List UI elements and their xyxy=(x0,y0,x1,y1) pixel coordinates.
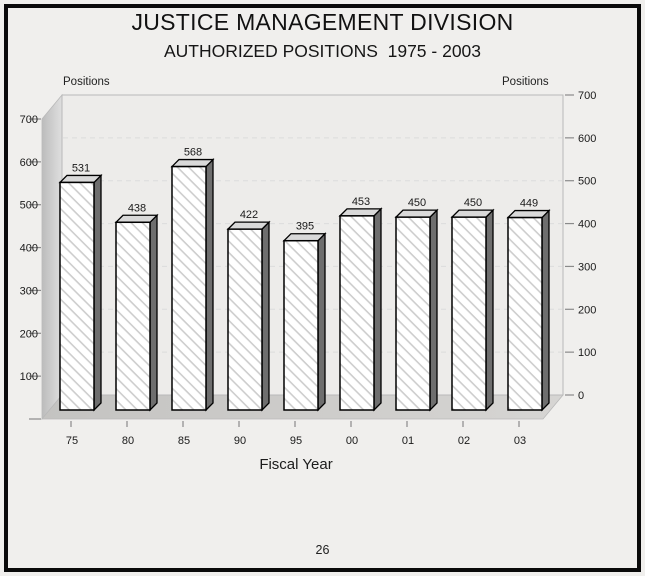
bar-value-label: 449 xyxy=(520,198,538,210)
bar-top-face xyxy=(338,208,383,217)
x-axis-tick-label: 02 xyxy=(458,435,470,447)
left-axis-tick-label: 700 xyxy=(20,114,38,126)
x-axis-tick-label: 03 xyxy=(514,435,526,447)
right-axis-tick-label: 100 xyxy=(578,347,596,359)
right-axis-tick-label: 200 xyxy=(578,304,596,316)
bar-side-face xyxy=(541,209,550,412)
right-axis-tick-label: 600 xyxy=(578,133,596,145)
right-axis-tick-label: 400 xyxy=(578,219,596,231)
bar-value-label: 422 xyxy=(240,209,258,221)
bar-side-face xyxy=(373,207,382,412)
left-axis-tick-label: 400 xyxy=(20,243,38,255)
bar-side-face xyxy=(261,220,270,412)
x-axis-tick-label: 80 xyxy=(122,435,134,447)
left-wall xyxy=(41,93,63,421)
bar-side-face xyxy=(93,173,102,412)
x-axis-tick-label: 00 xyxy=(346,435,358,447)
bar-value-label: 395 xyxy=(296,221,314,233)
bar-top-face xyxy=(450,209,495,218)
left-axis-tick-label: 300 xyxy=(20,285,38,297)
bar-top-face xyxy=(506,209,551,219)
y-axis-label-right: Positions xyxy=(502,76,549,88)
y-axis-label-left: Positions xyxy=(63,76,110,88)
bar-value-label: 438 xyxy=(128,202,146,214)
bar-side-face xyxy=(485,208,494,412)
bar-value-label: 531 xyxy=(72,162,90,174)
x-axis-title: Fiscal Year xyxy=(259,456,333,473)
bar-side-face xyxy=(429,208,438,412)
left-axis-tick-label: 500 xyxy=(20,200,38,212)
bar-side-face xyxy=(317,232,326,412)
bar-top-face xyxy=(394,209,439,218)
right-axis-tick-label: 700 xyxy=(578,90,596,102)
x-axis-tick-label: 85 xyxy=(178,435,190,447)
right-axis-tick-label: 0 xyxy=(578,390,584,402)
x-axis-tick-label: 75 xyxy=(66,435,78,447)
bar-side-face xyxy=(149,213,158,412)
chart-subtitle: AUTHORIZED POSITIONS 1975 - 2003 xyxy=(163,41,482,61)
x-axis-tick-label: 90 xyxy=(234,435,246,447)
bar-value-label: 568 xyxy=(184,147,202,159)
left-axis-tick-label: 600 xyxy=(20,157,38,169)
x-axis-tick-label: 95 xyxy=(290,435,302,447)
bar-top-face xyxy=(226,221,271,230)
bar-top-face xyxy=(170,158,215,168)
page-title: JUSTICE MANAGEMENT DIVISION xyxy=(131,9,514,35)
bar-top-face xyxy=(58,174,103,184)
right-axis-tick-label: 500 xyxy=(578,176,596,188)
bar-side-face xyxy=(205,158,214,412)
bar-value-label: 450 xyxy=(464,197,482,209)
right-axis-tick-label: 300 xyxy=(578,261,596,273)
bar-value-label: 453 xyxy=(352,196,370,208)
bar-top-face xyxy=(282,233,327,242)
bar-value-label: 450 xyxy=(408,197,426,209)
x-axis-tick-label: 01 xyxy=(402,435,414,447)
bar-top-face xyxy=(114,214,159,223)
page-number: 26 xyxy=(315,543,330,557)
left-axis-tick-label: 200 xyxy=(20,328,38,340)
left-axis-tick-label: 100 xyxy=(20,371,38,383)
